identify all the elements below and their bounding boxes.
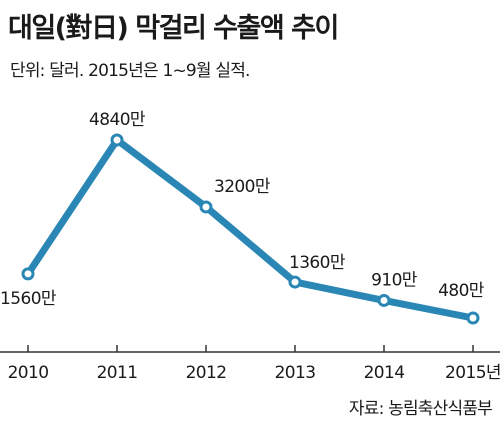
data-point — [466, 311, 480, 325]
x-tick-label: 2011 — [97, 363, 138, 383]
data-point — [110, 133, 124, 147]
source-note: 자료: 농림축산식품부 — [348, 399, 493, 419]
data-label: 1560만 — [0, 289, 57, 309]
data-label: 910만 — [371, 270, 418, 290]
x-tick-label: 2012 — [186, 363, 227, 383]
data-label: 4840만 — [89, 110, 146, 130]
chart-title: 대일(對日) 막걸리 수출액 추이 — [8, 13, 339, 44]
series-line — [24, 136, 477, 322]
x-tick-label: 2010 — [8, 363, 49, 383]
data-point — [377, 293, 391, 307]
data-point — [288, 275, 302, 289]
chart-subtitle: 단위: 달러. 2015년은 1~9월 실적. — [10, 61, 250, 81]
data-point — [199, 200, 213, 214]
x-tick-label: 2014 — [364, 363, 405, 383]
x-tick-label: 2015년 — [445, 363, 500, 383]
data-label: 480만 — [438, 281, 485, 301]
data-point — [21, 267, 35, 281]
data-label: 1360만 — [289, 253, 346, 273]
x-tick-label: 2013 — [275, 363, 316, 383]
data-label: 3200만 — [214, 177, 271, 197]
